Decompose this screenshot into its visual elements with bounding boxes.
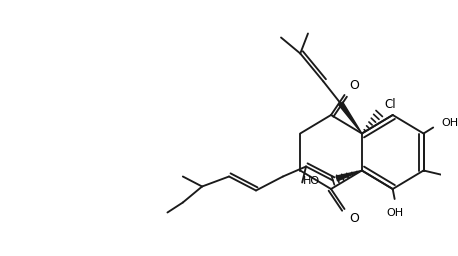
Text: O: O <box>349 79 359 92</box>
Text: OH: OH <box>441 119 458 129</box>
Text: OH: OH <box>386 208 403 218</box>
Text: Cl: Cl <box>384 98 396 111</box>
Polygon shape <box>339 102 362 133</box>
Text: HO: HO <box>302 176 320 186</box>
Polygon shape <box>336 170 362 181</box>
Text: O: O <box>349 212 359 225</box>
